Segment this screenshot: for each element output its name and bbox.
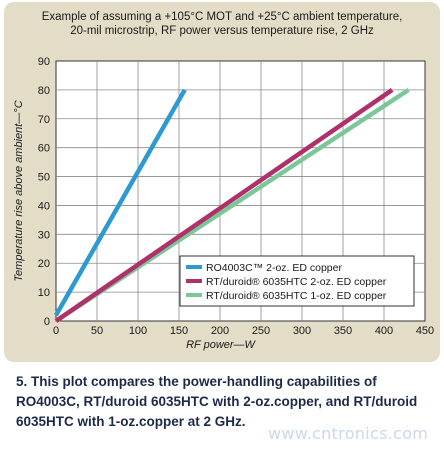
y-tick-label: 60 xyxy=(38,143,50,155)
legend-entry: RT/duroid® 6035HTC 1-oz. ED copper xyxy=(206,290,387,302)
chart-title: Example of assuming a +105°C MOT and +25… xyxy=(42,11,403,37)
figure-caption: 5. This plot compares the power-handling… xyxy=(16,374,418,429)
y-tick-label: 50 xyxy=(38,172,50,184)
legend: RO4003C™ 2-oz. ED copper RT/duroid® 6035H… xyxy=(179,255,415,307)
y-tick-label: 70 xyxy=(38,114,50,126)
y-tick-label: 20 xyxy=(38,258,50,270)
chart-title-line: Example of assuming a +105°C MOT and +25… xyxy=(42,11,403,23)
y-tick-label: 90 xyxy=(38,56,50,68)
legend-box xyxy=(179,255,415,307)
x-axis-ticks: 0 50 100 150 200 250 300 350 400 450 xyxy=(53,325,434,337)
y-tick-label: 30 xyxy=(38,229,50,241)
series-line xyxy=(54,88,394,323)
series-lines xyxy=(54,88,410,323)
x-tick-label: 450 xyxy=(416,325,434,337)
chart-title-line: 20-mil microstrip, RF power versus tempe… xyxy=(70,25,374,37)
x-tick-label: 250 xyxy=(252,325,270,337)
x-tick-label: 200 xyxy=(211,325,229,337)
x-tick-label: 400 xyxy=(375,325,393,337)
x-tick-label: 0 xyxy=(53,325,59,337)
x-tick-label: 300 xyxy=(293,325,311,337)
x-tick-label: 50 xyxy=(91,325,103,337)
legend-entry: RT/duroid® 6035HTC 2-oz. ED copper xyxy=(206,276,387,288)
y-tick-label: 40 xyxy=(38,200,50,212)
x-axis-label: RF power—W xyxy=(186,339,256,351)
watermark: www.cntronics.com xyxy=(268,424,429,443)
y-axis-label: Temperature rise above ambient—°C xyxy=(13,100,25,281)
legend-entry: RO4003C™ 2-oz. ED copper xyxy=(206,262,342,274)
series-line xyxy=(54,88,187,317)
x-tick-label: 100 xyxy=(129,325,147,337)
x-tick-label: 150 xyxy=(170,325,188,337)
y-tick-label: 10 xyxy=(38,287,50,299)
x-tick-label: 350 xyxy=(334,325,352,337)
y-tick-label: 0 xyxy=(44,316,50,328)
temperature-rise-chart: Example of assuming a +105°C MOT and +25… xyxy=(13,11,434,351)
y-tick-label: 80 xyxy=(38,85,50,97)
y-axis-ticks: 0 10 20 30 40 50 60 70 80 90 xyxy=(38,56,50,328)
